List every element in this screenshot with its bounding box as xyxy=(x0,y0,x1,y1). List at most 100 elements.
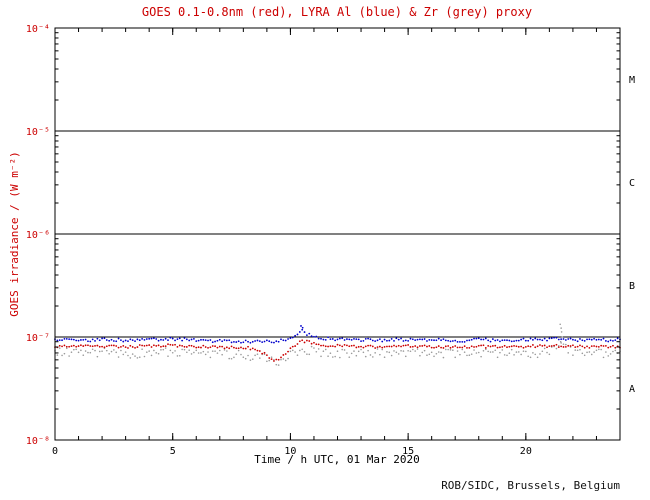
data-point xyxy=(524,345,527,348)
data-point xyxy=(355,354,358,357)
data-point xyxy=(174,343,176,346)
data-point xyxy=(534,353,537,356)
data-point xyxy=(115,340,118,343)
data-point xyxy=(475,352,478,354)
data-point xyxy=(195,340,198,343)
data-point xyxy=(517,345,520,348)
data-point xyxy=(411,345,414,348)
data-point xyxy=(353,344,355,347)
data-point xyxy=(254,354,256,357)
data-point xyxy=(510,345,513,348)
data-point xyxy=(548,353,551,356)
data-point xyxy=(513,345,515,347)
data-point xyxy=(597,345,600,348)
data-point xyxy=(94,349,96,352)
chart-title: GOES 0.1-0.8nm (red), LYRA Al (blue) & Z… xyxy=(142,5,532,19)
data-point xyxy=(487,350,489,353)
y-axis-ticks: 10⁻⁴ 10⁻⁵ 10⁻⁶ 10⁻⁷ 10⁻⁸ xyxy=(26,24,620,447)
data-point xyxy=(94,344,96,347)
x-tick-label: 5 xyxy=(170,446,176,457)
data-point xyxy=(120,349,122,352)
data-point xyxy=(294,345,297,347)
data-point xyxy=(586,351,588,354)
data-point xyxy=(550,337,553,340)
data-point xyxy=(470,338,473,341)
data-point xyxy=(68,355,70,357)
data-point xyxy=(390,345,393,348)
data-point xyxy=(499,340,501,343)
data-point xyxy=(433,355,435,358)
data-point xyxy=(482,349,485,352)
data-point xyxy=(320,337,322,340)
data-point xyxy=(605,351,607,353)
data-point xyxy=(110,338,113,341)
data-point xyxy=(200,338,202,341)
data-point xyxy=(522,346,525,349)
data-point xyxy=(324,338,327,341)
data-point xyxy=(145,338,148,340)
data-point xyxy=(112,344,115,347)
data-point xyxy=(214,345,216,348)
data-point xyxy=(449,340,452,343)
data-point xyxy=(419,354,421,357)
x-tick-label: 20 xyxy=(520,446,532,457)
data-point xyxy=(223,349,226,351)
data-point xyxy=(421,345,424,347)
data-point xyxy=(602,337,605,340)
data-point xyxy=(456,340,459,343)
data-point xyxy=(579,348,581,351)
data-point xyxy=(473,337,475,340)
data-point xyxy=(386,339,388,342)
data-point xyxy=(141,338,144,340)
data-point xyxy=(188,349,190,351)
data-point xyxy=(468,339,471,342)
data-point xyxy=(525,350,527,353)
data-point xyxy=(317,343,320,346)
data-point xyxy=(209,356,212,359)
data-point xyxy=(339,356,341,359)
data-point xyxy=(207,346,209,349)
data-point xyxy=(230,341,233,344)
data-point xyxy=(58,339,61,342)
data-point xyxy=(506,354,508,357)
data-point xyxy=(150,354,153,357)
data-point xyxy=(400,337,402,340)
data-point xyxy=(581,339,584,342)
data-point xyxy=(473,346,475,348)
data-point xyxy=(426,354,428,357)
data-point xyxy=(296,354,299,356)
data-point xyxy=(291,345,294,348)
data-point xyxy=(193,345,195,348)
data-point xyxy=(204,339,207,342)
data-point xyxy=(463,351,466,353)
data-point xyxy=(160,349,162,351)
data-point xyxy=(614,346,617,349)
data-point xyxy=(348,338,351,341)
data-point xyxy=(494,344,497,347)
data-point xyxy=(444,345,447,348)
data-point xyxy=(492,351,494,353)
data-point xyxy=(343,343,346,346)
data-point xyxy=(167,343,169,346)
data-point xyxy=(470,345,473,348)
data-point xyxy=(489,351,492,353)
data-point xyxy=(117,346,120,349)
data-point xyxy=(543,347,546,350)
data-point xyxy=(557,346,560,348)
data-point xyxy=(101,337,103,340)
data-point xyxy=(583,339,586,342)
data-point xyxy=(174,339,176,342)
data-point xyxy=(96,344,99,347)
data-point xyxy=(63,344,66,347)
data-point xyxy=(409,350,412,353)
data-point xyxy=(105,345,108,348)
data-point xyxy=(251,347,254,350)
data-point xyxy=(388,351,391,354)
data-point xyxy=(529,356,532,359)
data-point xyxy=(190,353,193,355)
data-point xyxy=(80,339,82,341)
data-point xyxy=(423,344,426,347)
data-point xyxy=(108,344,111,347)
data-point xyxy=(409,346,412,348)
